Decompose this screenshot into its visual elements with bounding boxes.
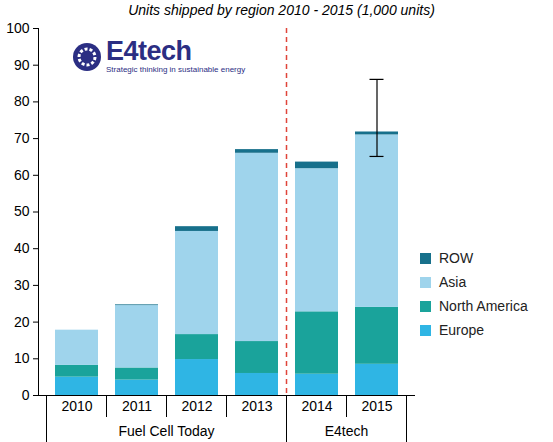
svg-text:2015: 2015 xyxy=(361,398,392,414)
svg-text:40: 40 xyxy=(14,240,30,256)
svg-text:2012: 2012 xyxy=(181,398,212,414)
svg-text:2010: 2010 xyxy=(61,398,92,414)
html-text:Asia: Asia xyxy=(439,274,467,290)
svg-text:50: 50 xyxy=(14,203,30,219)
svg-text:100: 100 xyxy=(6,22,30,36)
svg-text:60: 60 xyxy=(14,167,30,183)
html-text:Europe: Europe xyxy=(439,322,485,338)
svg-text:70: 70 xyxy=(14,130,30,146)
svg-text:2013: 2013 xyxy=(241,398,272,414)
html-text:Units shipped by region 2010 -: Units shipped by region 2010 - 2015 (1,0… xyxy=(128,2,435,18)
svg-text:2011: 2011 xyxy=(122,398,152,414)
html-text:ROW: ROW xyxy=(439,250,474,266)
svg-text:10: 10 xyxy=(14,350,30,366)
svg-text:30: 30 xyxy=(14,277,30,293)
svg-text:20: 20 xyxy=(14,314,30,330)
svg-text:Fuel Cell Today: Fuel Cell Today xyxy=(118,423,214,439)
svg-text:E4tech: E4tech xyxy=(325,423,369,439)
svg-text:0: 0 xyxy=(22,387,30,403)
svg-text:2014: 2014 xyxy=(301,398,332,414)
html-text:Strategic thinking in sustaina: Strategic thinking in sustainable energy xyxy=(106,65,246,74)
html-text:North America: North America xyxy=(439,298,528,314)
svg-text:90: 90 xyxy=(14,57,30,73)
svg-text:80: 80 xyxy=(14,93,30,109)
html-text:E4tech: E4tech xyxy=(106,36,192,66)
